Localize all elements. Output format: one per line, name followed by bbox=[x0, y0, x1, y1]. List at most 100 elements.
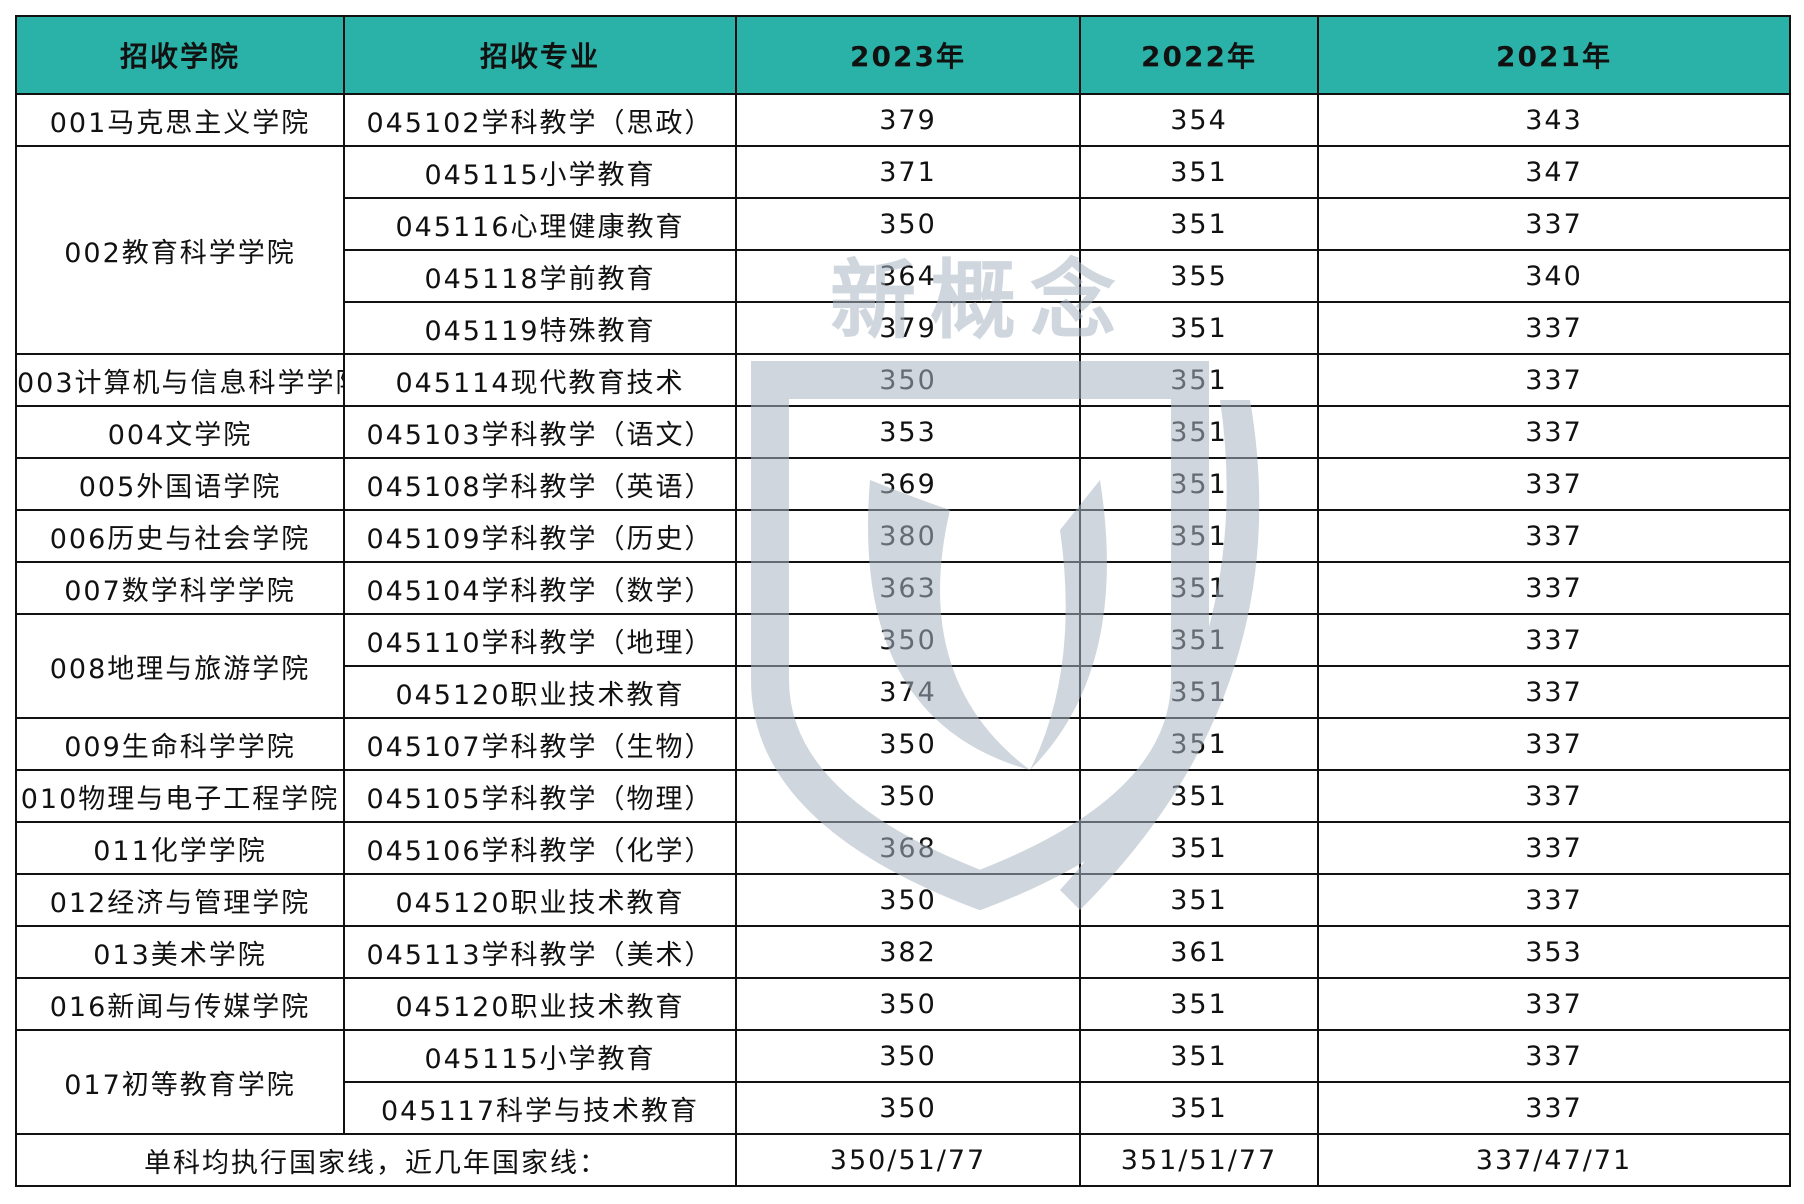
table-row: 007数学科学学院 045104学科教学（数学） 363 351 337 bbox=[15, 561, 1791, 615]
college-cell: 001马克思主义学院 bbox=[15, 93, 345, 147]
college-cell: 002教育科学学院 bbox=[15, 145, 345, 355]
major-cell: 045120职业技术教育 bbox=[343, 977, 737, 1031]
score-2022-cell: 351 bbox=[1079, 405, 1319, 459]
score-2022-cell: 351 bbox=[1079, 561, 1319, 615]
major-cell: 045115小学教育 bbox=[343, 1029, 737, 1083]
score-2021-cell: 343 bbox=[1317, 93, 1791, 147]
score-2023-cell: 363 bbox=[735, 561, 1081, 615]
score-2022-cell: 351 bbox=[1079, 1029, 1319, 1083]
score-2022-cell: 351 bbox=[1079, 821, 1319, 875]
score-2022-cell: 351 bbox=[1079, 717, 1319, 771]
table-row: 001马克思主义学院 045102学科教学（思政） 379 354 343 bbox=[15, 93, 1791, 147]
score-2021-cell: 337 bbox=[1317, 977, 1791, 1031]
table-row: 013美术学院 045113学科教学（美术） 382 361 353 bbox=[15, 925, 1791, 979]
table-row: 017初等教育学院 045115小学教育 350 351 337 bbox=[15, 1029, 1791, 1135]
score-2021-cell: 337 bbox=[1317, 353, 1791, 407]
college-cell: 008地理与旅游学院 bbox=[15, 613, 345, 719]
score-2023-cell: 350 bbox=[735, 873, 1081, 927]
footer-2021: 337/47/71 bbox=[1317, 1133, 1791, 1187]
college-cell: 007数学科学学院 bbox=[15, 561, 345, 615]
major-cell: 045110学科教学（地理） bbox=[343, 613, 737, 667]
college-cell: 009生命科学学院 bbox=[15, 717, 345, 771]
major-cell: 045120职业技术教育 bbox=[343, 665, 737, 719]
score-2021-cell: 337 bbox=[1317, 197, 1791, 251]
major-cell: 045119特殊教育 bbox=[343, 301, 737, 355]
college-cell: 012经济与管理学院 bbox=[15, 873, 345, 927]
score-2021-cell: 337 bbox=[1317, 717, 1791, 771]
major-cell: 045109学科教学（历史） bbox=[343, 509, 737, 563]
score-2021-cell: 337 bbox=[1317, 613, 1791, 667]
score-2021-cell: 337 bbox=[1317, 769, 1791, 823]
table-row: 003计算机与信息科学学院 045114现代教育技术 350 351 337 bbox=[15, 353, 1791, 407]
score-2021-cell: 337 bbox=[1317, 301, 1791, 355]
major-cell: 045107学科教学（生物） bbox=[343, 717, 737, 771]
major-cell: 045116心理健康教育 bbox=[343, 197, 737, 251]
score-2021-cell: 337 bbox=[1317, 405, 1791, 459]
header-college: 招收学院 bbox=[15, 15, 345, 95]
major-cell: 045104学科教学（数学） bbox=[343, 561, 737, 615]
score-2023-cell: 350 bbox=[735, 769, 1081, 823]
score-2023-cell: 380 bbox=[735, 509, 1081, 563]
college-cell: 013美术学院 bbox=[15, 925, 345, 979]
score-2022-cell: 351 bbox=[1079, 353, 1319, 407]
table-row: 008地理与旅游学院 045110学科教学（地理） 350 351 337 bbox=[15, 613, 1791, 719]
table-row: 010物理与电子工程学院 045105学科教学（物理） 350 351 337 bbox=[15, 769, 1791, 823]
score-2021-cell: 337 bbox=[1317, 665, 1791, 719]
major-cell: 045115小学教育 bbox=[343, 145, 737, 199]
table-row: 045117科学与技术教育 350 351 337 bbox=[16, 1081, 1791, 1135]
table-row: 045119特殊教育 379 351 337 bbox=[16, 301, 1791, 355]
score-2021-cell: 337 bbox=[1317, 873, 1791, 927]
score-2022-cell: 351 bbox=[1079, 301, 1319, 355]
major-cell: 045114现代教育技术 bbox=[343, 353, 737, 407]
score-table: 招收学院 招收专业 2023年 2022年 2021年 001马克思主义学院 04… bbox=[15, 15, 1791, 1187]
score-2021-cell: 337 bbox=[1317, 821, 1791, 875]
header-2023: 2023年 bbox=[735, 15, 1081, 95]
score-2022-cell: 351 bbox=[1079, 665, 1319, 719]
table-row: 005外国语学院 045108学科教学（英语） 369 351 337 bbox=[15, 457, 1791, 511]
table-row: 006历史与社会学院 045109学科教学（历史） 380 351 337 bbox=[15, 509, 1791, 563]
score-2023-cell: 350 bbox=[735, 717, 1081, 771]
score-2021-cell: 337 bbox=[1317, 457, 1791, 511]
college-cell: 010物理与电子工程学院 bbox=[15, 769, 345, 823]
major-cell: 045102学科教学（思政） bbox=[343, 93, 737, 147]
table-row: 002教育科学学院 045115小学教育 371 351 347 bbox=[15, 145, 1791, 355]
score-2023-cell: 350 bbox=[735, 1029, 1081, 1083]
table-body: 001马克思主义学院 045102学科教学（思政） 379 354 343 002教育科学… bbox=[15, 93, 1791, 1135]
college-cell: 017初等教育学院 bbox=[15, 1029, 345, 1135]
score-2022-cell: 351 bbox=[1079, 613, 1319, 667]
footer-row: 单科均执行国家线，近几年国家线： 350/51/77 351/51/77 337… bbox=[15, 1133, 1791, 1187]
college-cell: 003计算机与信息科学学院 bbox=[15, 353, 345, 407]
score-2022-cell: 361 bbox=[1079, 925, 1319, 979]
major-cell: 045106学科教学（化学） bbox=[343, 821, 737, 875]
score-2022-cell: 351 bbox=[1079, 873, 1319, 927]
score-2023-cell: 379 bbox=[735, 93, 1081, 147]
footer-label: 单科均执行国家线，近几年国家线： bbox=[15, 1133, 737, 1187]
score-2022-cell: 351 bbox=[1079, 145, 1319, 199]
college-cell: 005外国语学院 bbox=[15, 457, 345, 511]
major-cell: 045118学前教育 bbox=[343, 249, 737, 303]
score-2022-cell: 351 bbox=[1079, 1081, 1319, 1135]
footer-2023: 350/51/77 bbox=[735, 1133, 1081, 1187]
score-2023-cell: 350 bbox=[735, 613, 1081, 667]
table-row: 045116心理健康教育 350 351 337 bbox=[16, 197, 1791, 251]
major-cell: 045120职业技术教育 bbox=[343, 873, 737, 927]
major-cell: 045103学科教学（语文） bbox=[343, 405, 737, 459]
table-row: 016新闻与传媒学院 045120职业技术教育 350 351 337 bbox=[15, 977, 1791, 1031]
header-row: 招收学院 招收专业 2023年 2022年 2021年 bbox=[15, 15, 1791, 95]
score-2022-cell: 351 bbox=[1079, 509, 1319, 563]
major-cell: 045108学科教学（英语） bbox=[343, 457, 737, 511]
college-cell: 016新闻与传媒学院 bbox=[15, 977, 345, 1031]
score-2021-cell: 337 bbox=[1317, 1029, 1791, 1083]
score-2021-cell: 337 bbox=[1317, 1081, 1791, 1135]
major-cell: 045117科学与技术教育 bbox=[343, 1081, 737, 1135]
score-2021-cell: 337 bbox=[1317, 561, 1791, 615]
score-2023-cell: 353 bbox=[735, 405, 1081, 459]
score-2023-cell: 379 bbox=[735, 301, 1081, 355]
table-row: 011化学学院 045106学科教学（化学） 368 351 337 bbox=[15, 821, 1791, 875]
major-cell: 045105学科教学（物理） bbox=[343, 769, 737, 823]
score-2022-cell: 354 bbox=[1079, 93, 1319, 147]
header-major: 招收专业 bbox=[343, 15, 737, 95]
score-2023-cell: 350 bbox=[735, 197, 1081, 251]
score-2023-cell: 368 bbox=[735, 821, 1081, 875]
score-2023-cell: 350 bbox=[735, 1081, 1081, 1135]
